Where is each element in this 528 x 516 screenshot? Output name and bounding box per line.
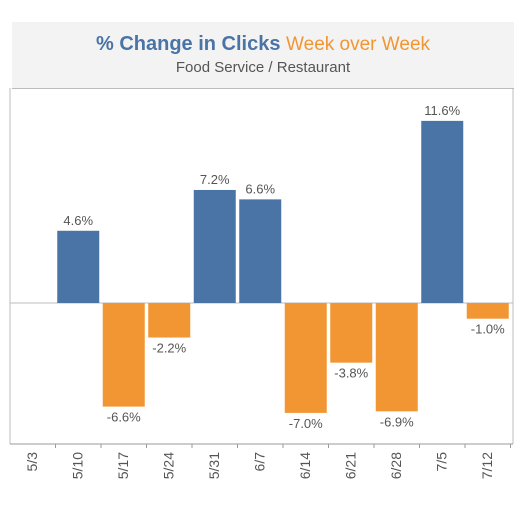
x-tick-label-5-17: 5/17: [115, 452, 131, 479]
chart-title-accent: Week over Week: [286, 34, 431, 55]
data-label-6-28: -6.9%: [380, 414, 414, 429]
x-tick-label-7-12: 7/12: [479, 452, 495, 479]
x-tick-label-6-21: 6/21: [342, 452, 358, 479]
data-label-7-5: 11.6%: [424, 103, 460, 118]
chart-header: % Change in Clicks Week over Week Food S…: [12, 22, 514, 89]
bar-5-17: [102, 303, 145, 407]
bar-6-21: [330, 303, 373, 363]
bar-6-14: [284, 303, 327, 413]
bar-6-28: [375, 303, 418, 412]
bar-5-24: [148, 303, 191, 338]
x-tick-label-5-3: 5/3: [24, 452, 40, 472]
bar-7-12: [466, 303, 509, 319]
x-tick-label-6-7: 6/7: [251, 452, 267, 472]
bar-7-5: [421, 120, 464, 303]
x-tick-label-6-14: 6/14: [297, 452, 313, 479]
bar-6-7: [239, 199, 282, 303]
data-label-5-31: 7.2%: [200, 172, 230, 187]
data-label-5-24: -2.2%: [152, 341, 186, 356]
data-label-6-7: 6.6%: [245, 181, 275, 196]
x-tick-label-5-10: 5/10: [69, 452, 85, 479]
chart-title: % Change in Clicks: [95, 33, 281, 55]
chart-subtitle: Food Service / Restaurant: [175, 59, 351, 76]
data-label-5-17: -6.6%: [107, 410, 141, 425]
bar-5-31: [193, 189, 236, 303]
title-line: % Change in Clicks Week over Week: [12, 31, 514, 58]
x-tick-label-5-31: 5/31: [206, 452, 222, 479]
data-label-7-12: -1.0%: [471, 322, 505, 337]
data-label-5-10: 4.6%: [63, 213, 93, 228]
data-label-6-14: -7.0%: [289, 416, 323, 431]
x-tick-label-6-28: 6/28: [388, 452, 404, 479]
x-tick-label-5-24: 5/24: [160, 452, 176, 479]
data-label-6-21: -3.8%: [334, 366, 368, 381]
bar-5-10: [57, 230, 100, 303]
x-tick-label-7-5: 7/5: [433, 452, 449, 472]
